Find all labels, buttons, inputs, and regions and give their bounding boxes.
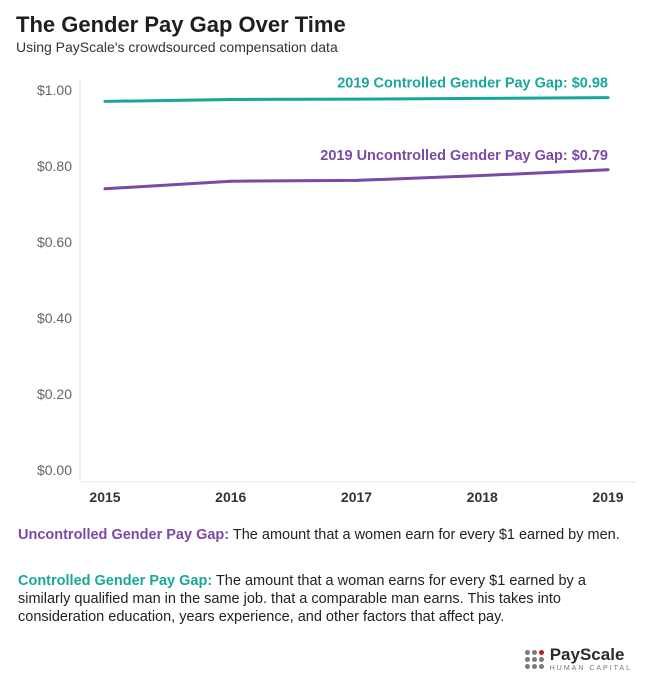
data-point [355,97,358,101]
data-point [103,99,107,103]
data-point [229,98,233,101]
data-point [103,187,107,191]
y-tick-label: $0.60 [37,234,72,250]
definition-term-controlled: Controlled Gender Pay Gap: [18,573,213,589]
chart-subtitle: Using PayScale's crowdsourced compensati… [16,39,338,55]
definition-controlled: Controlled Gender Pay Gap: The amount th… [18,572,642,626]
y-tick-label: $0.20 [37,386,72,402]
series-end-label: 2019 Uncontrolled Gender Pay Gap: $0.79 [320,148,608,164]
definition-text-uncontrolled: The amount that a women earn for every $… [229,527,620,543]
chart-title: The Gender Pay Gap Over Time [16,12,346,37]
logo-tagline: HUMAN CAPITAL [549,665,632,672]
y-tick-label: $0.40 [37,310,72,326]
definition-uncontrolled: Uncontrolled Gender Pay Gap: The amount … [18,526,642,544]
data-point [355,178,358,182]
logo-name: PayScale [549,645,625,664]
line-chart: $0.00 $0.20 $0.40 $0.60 $0.80 $1.00 2015 2016 20… [37,76,636,505]
y-tick-label: $1.00 [37,82,72,98]
logo-dots-icon [524,650,544,669]
data-point [480,174,484,177]
data-point [606,96,610,100]
x-tick-label: 2015 [89,489,120,505]
definition-text-controlled: The amount that a woman earns for every … [18,573,586,625]
y-tick-label: $0.00 [37,462,72,478]
payscale-logo: PayScale HUMAN CAPITAL [524,645,632,673]
data-point [606,168,610,172]
x-tick-label: 2016 [215,489,246,505]
x-tick-label: 2019 [592,489,623,505]
data-point [229,179,233,183]
definition-term-uncontrolled: Uncontrolled Gender Pay Gap: [18,527,230,543]
y-tick-label: $0.80 [37,158,72,174]
x-tick-label: 2017 [341,489,372,505]
series-end-label: 2019 Controlled Gender Pay Gap: $0.98 [337,76,608,92]
data-point [480,96,484,100]
x-tick-label: 2018 [467,489,498,505]
